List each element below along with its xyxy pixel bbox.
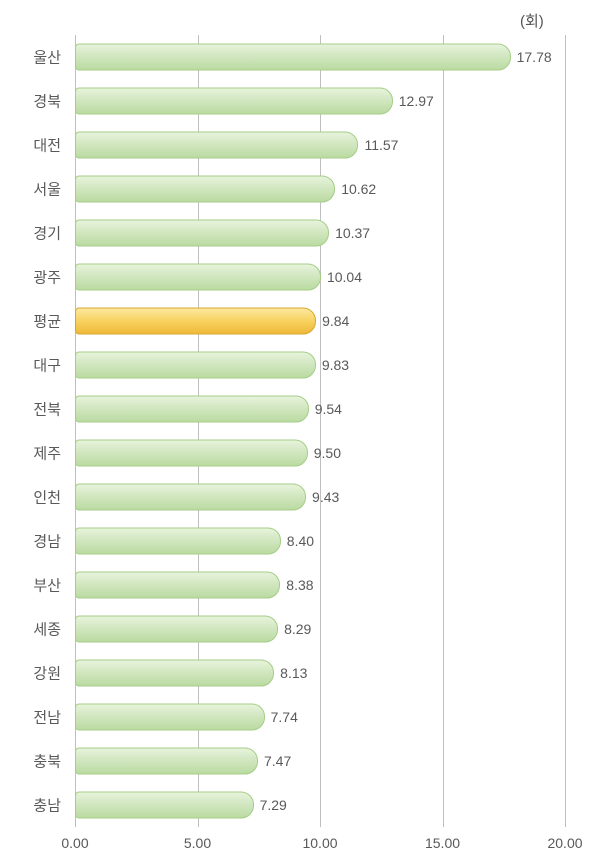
category-label: 울산: [33, 47, 61, 68]
value-label: 8.38: [286, 577, 313, 593]
category-label: 대구: [33, 355, 61, 376]
bar: [75, 484, 306, 511]
bar-highlight: [75, 308, 316, 335]
category-label: 제주: [33, 443, 61, 464]
bar-row: 울산17.78: [75, 35, 565, 79]
category-label: 경남: [33, 531, 61, 552]
category-label: 광주: [33, 267, 61, 288]
category-label: 평균: [33, 311, 61, 332]
bar: [75, 264, 321, 291]
bar: [75, 792, 254, 819]
bar-row: 서울10.62: [75, 167, 565, 211]
bar-row: 경북12.97: [75, 79, 565, 123]
bar-row: 인천9.43: [75, 475, 565, 519]
bar-row: 대전11.57: [75, 123, 565, 167]
value-label: 17.78: [517, 49, 552, 65]
value-label: 9.84: [322, 313, 349, 329]
bar: [75, 660, 274, 687]
category-label: 충남: [33, 795, 61, 816]
bar-row: 부산8.38: [75, 563, 565, 607]
value-label: 9.50: [314, 445, 341, 461]
category-label: 전남: [33, 707, 61, 728]
bar-row: 전남7.74: [75, 695, 565, 739]
value-label: 12.97: [399, 93, 434, 109]
bar-row: 세종8.29: [75, 607, 565, 651]
value-label: 8.40: [287, 533, 314, 549]
plot-area: 울산17.78경북12.97대전11.57서울10.62경기10.37광주10.…: [75, 35, 565, 827]
bar: [75, 176, 335, 203]
bar: [75, 704, 265, 731]
bar: [75, 572, 280, 599]
category-label: 경기: [33, 223, 61, 244]
bar: [75, 88, 393, 115]
value-label: 7.29: [260, 797, 287, 813]
value-label: 9.54: [315, 401, 342, 417]
value-label: 11.57: [364, 137, 398, 153]
bar-row: 평균9.84: [75, 299, 565, 343]
category-label: 부산: [33, 575, 61, 596]
x-tick-label: 5.00: [184, 835, 211, 851]
value-label: 9.83: [322, 357, 349, 373]
bar-row: 제주9.50: [75, 431, 565, 475]
bar: [75, 440, 308, 467]
category-label: 충북: [33, 751, 61, 772]
value-label: 10.37: [335, 225, 370, 241]
value-label: 8.13: [280, 665, 307, 681]
bar: [75, 748, 258, 775]
bar-row: 대구9.83: [75, 343, 565, 387]
value-label: 10.62: [341, 181, 376, 197]
bar-row: 강원8.13: [75, 651, 565, 695]
bar: [75, 220, 329, 247]
x-tick-label: 15.00: [425, 835, 460, 851]
bar: [75, 132, 358, 159]
value-label: 7.47: [264, 753, 291, 769]
bar-row: 전북9.54: [75, 387, 565, 431]
category-label: 전북: [33, 399, 61, 420]
value-label: 9.43: [312, 489, 339, 505]
bar: [75, 528, 281, 555]
value-label: 7.74: [271, 709, 298, 725]
category-label: 대전: [33, 135, 61, 156]
bar-row: 충북7.47: [75, 739, 565, 783]
bar: [75, 616, 278, 643]
value-label: 10.04: [327, 269, 362, 285]
bar: [75, 44, 511, 71]
category-label: 세종: [33, 619, 61, 640]
bar: [75, 396, 309, 423]
unit-label: (회): [520, 10, 544, 31]
x-tick-label: 10.00: [302, 835, 337, 851]
bar-row: 광주10.04: [75, 255, 565, 299]
gridline: [565, 35, 566, 827]
x-tick-label: 0.00: [61, 835, 88, 851]
bar-row: 경기10.37: [75, 211, 565, 255]
bar-row: 충남7.29: [75, 783, 565, 827]
value-label: 8.29: [284, 621, 311, 637]
x-tick-label: 20.00: [547, 835, 582, 851]
bar-row: 경남8.40: [75, 519, 565, 563]
bar: [75, 352, 316, 379]
chart-container: (회) 울산17.78경북12.97대전11.57서울10.62경기10.37광…: [0, 0, 589, 853]
category-label: 강원: [33, 663, 61, 684]
category-label: 서울: [33, 179, 61, 200]
category-label: 인천: [33, 487, 61, 508]
category-label: 경북: [33, 91, 61, 112]
